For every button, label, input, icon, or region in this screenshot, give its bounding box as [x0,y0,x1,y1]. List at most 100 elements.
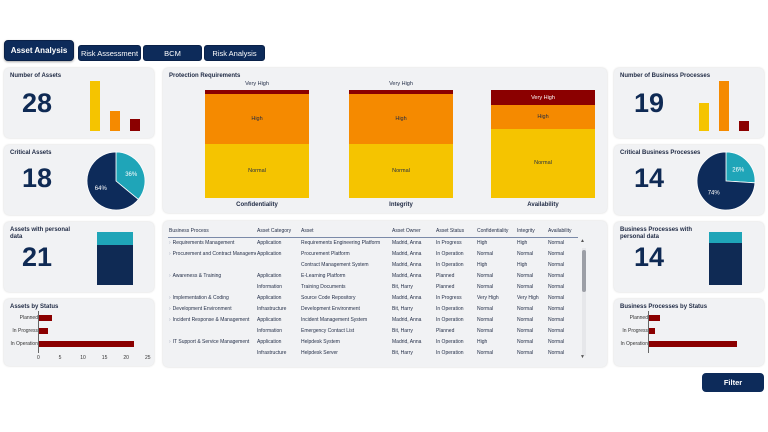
chevron-right-icon[interactable]: › [169,316,171,323]
table-row[interactable]: › Procurement and Contract Manageme Applic… [168,248,578,259]
table-cell: Bit, Harry [392,283,413,290]
table-cell: Normal [517,283,534,290]
protection-column-label: Availability [527,202,559,208]
table-header[interactable]: Confidentiality [476,226,516,238]
table-row[interactable]: › Development Environment Infrastructure De… [168,303,578,314]
critical-assets-card: Critical Assets 18 36% 64% [4,145,154,215]
chevron-right-icon[interactable]: › [169,250,171,257]
protection-segment-label: Normal [534,160,552,167]
table-cell: Normal [548,261,565,268]
tab-asset-analysis[interactable]: Asset Analysis [4,40,74,61]
processes-personal-stack-top [709,232,742,243]
protection-column-label: Integrity [389,202,413,208]
table-cell: Normal [548,283,565,290]
table-cell: Normal [477,349,494,356]
scroll-down-icon[interactable]: ▼ [580,354,585,360]
protection-requirements-title: Protection Requirements [169,73,241,79]
table-row[interactable]: › Incident Response & Management Applicati… [168,314,578,325]
status-bar [649,315,660,321]
table-row[interactable]: Infrastructure Helpdesk Server Bit, Harry I… [168,347,578,358]
table-cell [168,281,256,292]
table-header[interactable]: Asset [300,226,391,238]
status-bar [39,341,135,347]
table-scroll-thumb[interactable] [582,250,586,292]
table-row[interactable]: Contract Management System Madrid, Anna In… [168,259,578,270]
table-cell: Emergency Contact List [301,327,355,334]
chevron-right-icon[interactable]: › [169,305,171,312]
tab-bcm[interactable]: BCM [143,45,202,61]
protection-segment-label: Normal [248,168,266,174]
table-cell: Application [257,294,282,301]
tab-risk-analysis[interactable]: Risk Analysis [204,45,265,61]
table-header[interactable]: Integrity [516,226,547,238]
number-of-assets-value: 28 [22,88,53,118]
table-header[interactable]: Asset Owner [391,226,435,238]
assets-personal-stack [97,232,133,285]
asset-bar-1 [90,81,100,131]
protection-segment [491,105,595,129]
table-row[interactable]: › Awareness & Training Application E-Learni… [168,270,578,281]
table-cell: Normal [477,283,494,290]
chevron-right-icon[interactable]: › [169,272,171,279]
table-cell: Training Documents [301,283,346,290]
table-cell: High [477,239,488,246]
protection-segment [205,93,309,144]
table-row[interactable]: Information Training Documents Bit, Harry P… [168,281,578,292]
table-row[interactable]: › IT Support & Service Management Applicat… [168,336,578,347]
protection-segment [205,144,309,198]
protection-segment-label: Very High [389,81,413,87]
table-cell: In Operation [436,338,464,345]
assets-status-title: Assets by Status [10,304,59,310]
chevron-right-icon[interactable]: › [169,239,171,246]
critical-assets-title: Critical Assets [10,150,52,156]
filter-button[interactable]: Filter [702,373,764,392]
table-cell: Normal [517,272,534,279]
protection-segment [491,128,595,198]
protection-segment-label: High [395,115,407,122]
number-of-processes-title: Number of Business Processes [620,73,711,79]
table-scrollbar[interactable] [582,248,586,356]
scroll-up-icon[interactable]: ▲ [580,238,585,244]
table-cell: › Requirements Management [169,239,235,246]
status-axis [38,311,39,353]
table-cell: Normal [548,294,565,301]
process-bar-3 [739,121,749,131]
status-bar [649,341,737,347]
asset-bar-2 [110,111,120,131]
table-cell: Procurement Platform [301,250,350,257]
tab-risk-assessment[interactable]: Risk Assessment [78,45,141,61]
table-cell: Madrid, Anna [392,316,422,323]
pie-label-2: 64% [95,186,108,192]
number-of-processes-value: 19 [634,88,665,118]
table-cell: Normal [548,272,565,279]
table-cell: Normal [548,327,565,334]
table-cell: › Implementation & Coding [169,294,229,301]
axis-tick-label: 5 [58,355,62,361]
table-row[interactable]: › Implementation & Coding Application Sourc… [168,292,578,303]
table-row[interactable]: › Requirements Management Application Requi… [168,237,578,248]
table-cell: Requirements Engineering Platform [301,239,381,246]
table-header[interactable]: Availability [547,226,578,238]
table-row[interactable]: Information Emergency Contact List Bit, Ha… [168,325,578,336]
assets-status-card: Assets by Status Planned In Progress In Op… [4,299,154,366]
table-cell: Madrid, Anna [392,239,422,246]
table-cell: Planned [436,272,455,279]
table-header[interactable]: Business Process [168,226,256,238]
chevron-right-icon[interactable]: › [169,338,171,345]
table-cell: Normal [548,316,565,323]
processes-personal-stack [709,232,742,285]
table-cell: Madrid, Anna [392,272,422,279]
axis-tick-label: 25 [145,355,151,361]
chevron-right-icon[interactable]: › [169,294,171,301]
table-cell: › Awareness & Training [169,272,222,279]
table-header[interactable]: Asset Category [256,226,300,238]
status-label: In Progress [622,328,648,334]
table-header[interactable]: Asset Status [435,226,476,238]
table-cell: Madrid, Anna [392,338,422,345]
table-cell: › Procurement and Contract Manageme [169,250,256,257]
table-cell: Normal [517,327,534,334]
protection-segment-label: Very High [245,81,269,87]
protection-segment-label: High [537,114,549,120]
processes-status-title: Business Processes by Status [620,304,708,310]
status-label: In Operation [10,341,38,347]
